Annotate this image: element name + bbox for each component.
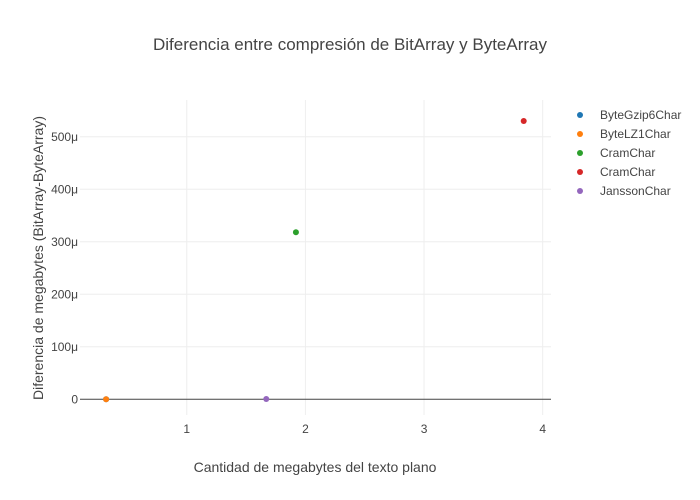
- data-point[interactable]: [263, 395, 270, 402]
- x-tick-label: 1: [183, 422, 190, 436]
- y-tick-label: 100μ: [51, 340, 78, 354]
- legend-label: ByteLZ1Char: [600, 127, 671, 141]
- legend-label: JanssonChar: [600, 184, 671, 198]
- y-tick-label: 400μ: [51, 182, 78, 196]
- data-point[interactable]: [520, 118, 527, 124]
- grid-layer: [80, 100, 551, 415]
- legend-item[interactable]: JanssonChar: [577, 184, 671, 198]
- legend-marker: [577, 188, 583, 194]
- data-point[interactable]: [292, 229, 299, 236]
- legend-item[interactable]: CramChar: [577, 165, 655, 179]
- chart-title: Diferencia entre compresión de BitArray …: [153, 35, 547, 54]
- points-layer: [103, 118, 527, 403]
- legend: ByteGzip6Char ByteLZ1Char CramChar CramChar…: [577, 108, 681, 198]
- y-tick-label: 200μ: [51, 287, 78, 301]
- x-tick-label: 2: [302, 422, 309, 436]
- legend-label: CramChar: [600, 165, 655, 179]
- legend-label: ByteGzip6Char: [600, 108, 681, 122]
- y-axis-title: Diferencia de megabytes (BitArray-ByteAr…: [30, 116, 46, 400]
- legend-item[interactable]: CramChar: [577, 146, 655, 160]
- legend-label: CramChar: [600, 146, 655, 160]
- y-tick-label: 300μ: [51, 235, 78, 249]
- legend-item[interactable]: ByteGzip6Char: [577, 108, 681, 122]
- y-tick-label: 500μ: [51, 130, 78, 144]
- x-tick-label: 3: [421, 422, 428, 436]
- legend-marker: [577, 131, 583, 137]
- x-axis-title: Cantidad de megabytes del texto plano: [194, 459, 437, 475]
- legend-marker: [577, 112, 583, 118]
- legend-item[interactable]: ByteLZ1Char: [577, 127, 671, 141]
- y-tick-label: 0: [71, 392, 78, 406]
- x-tick-label: 4: [539, 422, 546, 436]
- legend-marker: [577, 169, 583, 175]
- axis-layer: 1 2 3 4 0 100μ 200μ 300μ 400μ 500μ: [51, 130, 546, 436]
- data-point[interactable]: [103, 396, 110, 403]
- legend-marker: [577, 150, 583, 156]
